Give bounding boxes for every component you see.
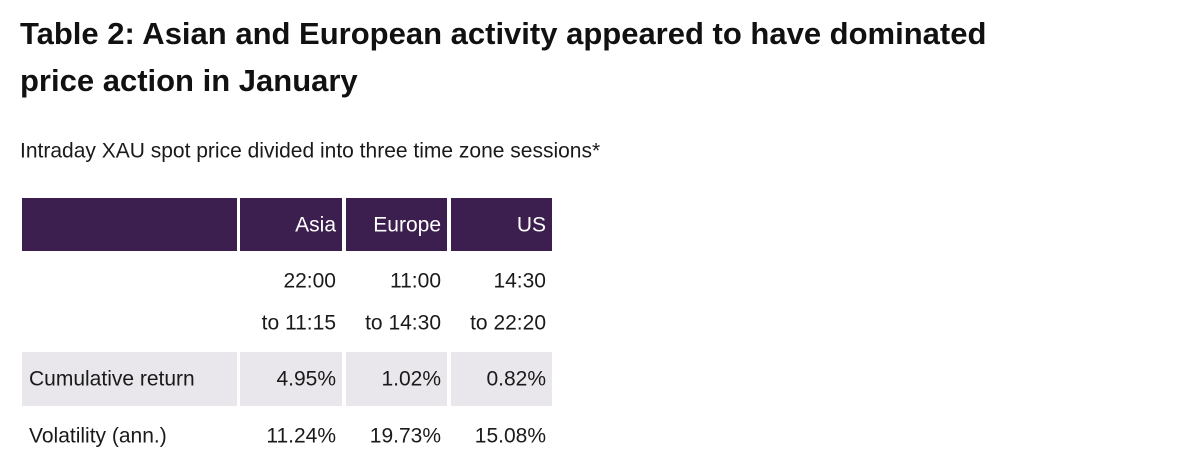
column-header: US <box>517 214 546 237</box>
column-header: Europe <box>373 214 441 237</box>
cell-value: 4.95% <box>276 368 336 391</box>
session-time: to 11:15 <box>262 312 336 335</box>
cell-value: 11.24% <box>266 425 336 448</box>
header-cell <box>451 198 552 251</box>
cell-value: 1.02% <box>381 368 441 391</box>
session-time: 22:00 <box>283 270 336 293</box>
cell-value: 0.82% <box>486 368 546 391</box>
header-cell <box>346 198 447 251</box>
row-bg <box>240 352 342 406</box>
row-label: Cumulative return <box>29 368 195 391</box>
column-header: Asia <box>295 214 336 237</box>
row-bg <box>451 352 552 406</box>
cell-value: 15.08% <box>475 425 546 448</box>
session-time: 11:00 <box>390 270 441 293</box>
header-cell <box>22 198 237 251</box>
row-bg <box>346 352 447 406</box>
title: price action in January <box>20 63 358 98</box>
header-cell <box>240 198 342 251</box>
row-bg <box>22 352 237 406</box>
subtitle: Intraday XAU spot price divided into thr… <box>20 140 600 163</box>
cell-value: 19.73% <box>370 425 441 448</box>
session-time: to 22:20 <box>470 312 546 335</box>
session-time: to 14:30 <box>365 312 441 335</box>
row-label: Volatility (ann.) <box>29 425 167 448</box>
title: Table 2: Asian and European activity app… <box>20 16 986 51</box>
session-time: 14:30 <box>493 270 546 293</box>
